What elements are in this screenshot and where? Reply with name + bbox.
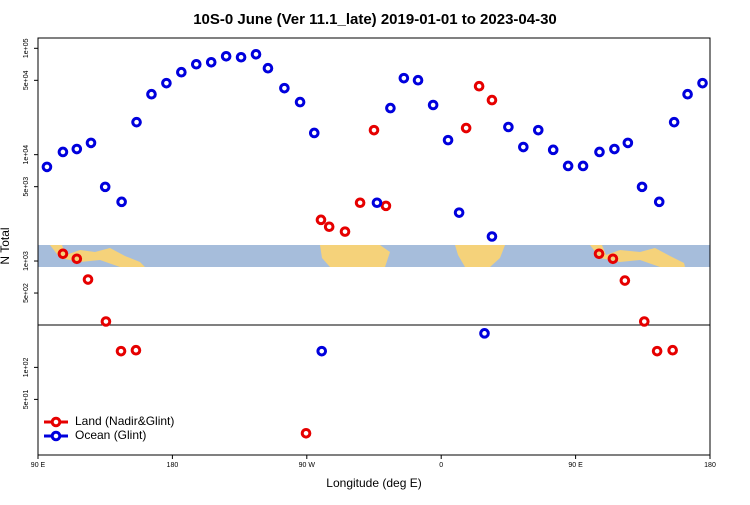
x-tick-label: 180 — [704, 462, 716, 469]
legend-label: Ocean (Glint) — [75, 428, 146, 442]
point — [262, 62, 274, 74]
point — [532, 124, 544, 136]
point — [57, 248, 69, 260]
point — [146, 88, 157, 100]
point — [85, 137, 97, 149]
point — [71, 143, 83, 155]
point — [547, 144, 559, 156]
y-tick-label: 1e+03 — [23, 251, 30, 271]
point — [368, 124, 380, 136]
point — [71, 253, 83, 265]
point — [131, 116, 142, 128]
legend-label: Land (Nadir&Glint) — [75, 414, 174, 428]
x-axis-label: Longitude (deg E) — [326, 476, 421, 490]
x-tick-label: 180 — [167, 462, 179, 469]
point — [427, 99, 439, 111]
point — [300, 427, 312, 439]
y-tick-label: 1e+05 — [23, 38, 30, 58]
point — [636, 181, 648, 193]
map-strip — [38, 245, 710, 267]
point — [562, 160, 574, 172]
y-tick-label: 1e+04 — [23, 145, 30, 165]
point — [503, 121, 514, 133]
x-tick-label: 90 E — [31, 462, 46, 469]
point — [638, 316, 650, 327]
point — [398, 72, 410, 84]
point — [205, 56, 217, 68]
chart-title: 10S-0 June (Ver 11.1_late) 2019-01-01 to… — [193, 11, 557, 28]
point — [385, 102, 396, 114]
point — [518, 141, 529, 153]
point — [380, 200, 392, 212]
point — [651, 345, 663, 357]
point — [339, 226, 351, 237]
point — [161, 77, 172, 89]
point — [294, 96, 306, 108]
point — [115, 345, 127, 357]
point — [308, 127, 320, 139]
point — [473, 80, 485, 92]
y-tick-label: 5e+04 — [23, 70, 30, 90]
point — [279, 82, 290, 94]
point — [619, 275, 631, 286]
point — [682, 88, 693, 100]
y-tick-label: 5e+02 — [23, 283, 30, 303]
point — [486, 231, 498, 242]
y-tick-label: 1e+02 — [23, 357, 30, 377]
point — [41, 161, 53, 173]
point — [371, 197, 383, 209]
point — [323, 221, 335, 233]
point — [577, 160, 589, 172]
plot-frame — [37, 37, 711, 456]
point — [697, 77, 708, 89]
point — [130, 344, 142, 356]
x-tick-label: 0 — [439, 462, 443, 469]
point — [250, 48, 262, 60]
point — [479, 328, 490, 339]
point — [594, 146, 605, 158]
point — [460, 122, 472, 134]
point — [609, 143, 620, 155]
point — [100, 316, 112, 327]
point — [486, 94, 498, 106]
point — [622, 137, 634, 149]
point — [593, 248, 605, 260]
point — [220, 51, 232, 62]
point — [607, 253, 619, 265]
point — [116, 196, 127, 208]
point — [57, 146, 69, 158]
legend-marker — [50, 430, 62, 442]
y-tick-label: 5e+01 — [23, 389, 30, 409]
legend-marker — [50, 416, 62, 428]
point — [82, 274, 94, 285]
point — [354, 197, 366, 209]
point — [442, 134, 454, 146]
point — [668, 116, 680, 128]
point — [653, 196, 665, 208]
point — [190, 58, 202, 70]
point — [99, 181, 111, 193]
point — [316, 345, 328, 357]
x-tick-label: 90 W — [299, 462, 316, 469]
x-tick-label: 90 E — [568, 462, 583, 469]
point — [667, 344, 678, 356]
point — [176, 66, 187, 78]
point — [412, 74, 424, 86]
point — [315, 214, 327, 226]
point — [235, 51, 247, 63]
point — [453, 207, 465, 218]
y-axis-label: N Total — [0, 227, 12, 264]
y-tick-label: 5e+03 — [23, 177, 30, 197]
